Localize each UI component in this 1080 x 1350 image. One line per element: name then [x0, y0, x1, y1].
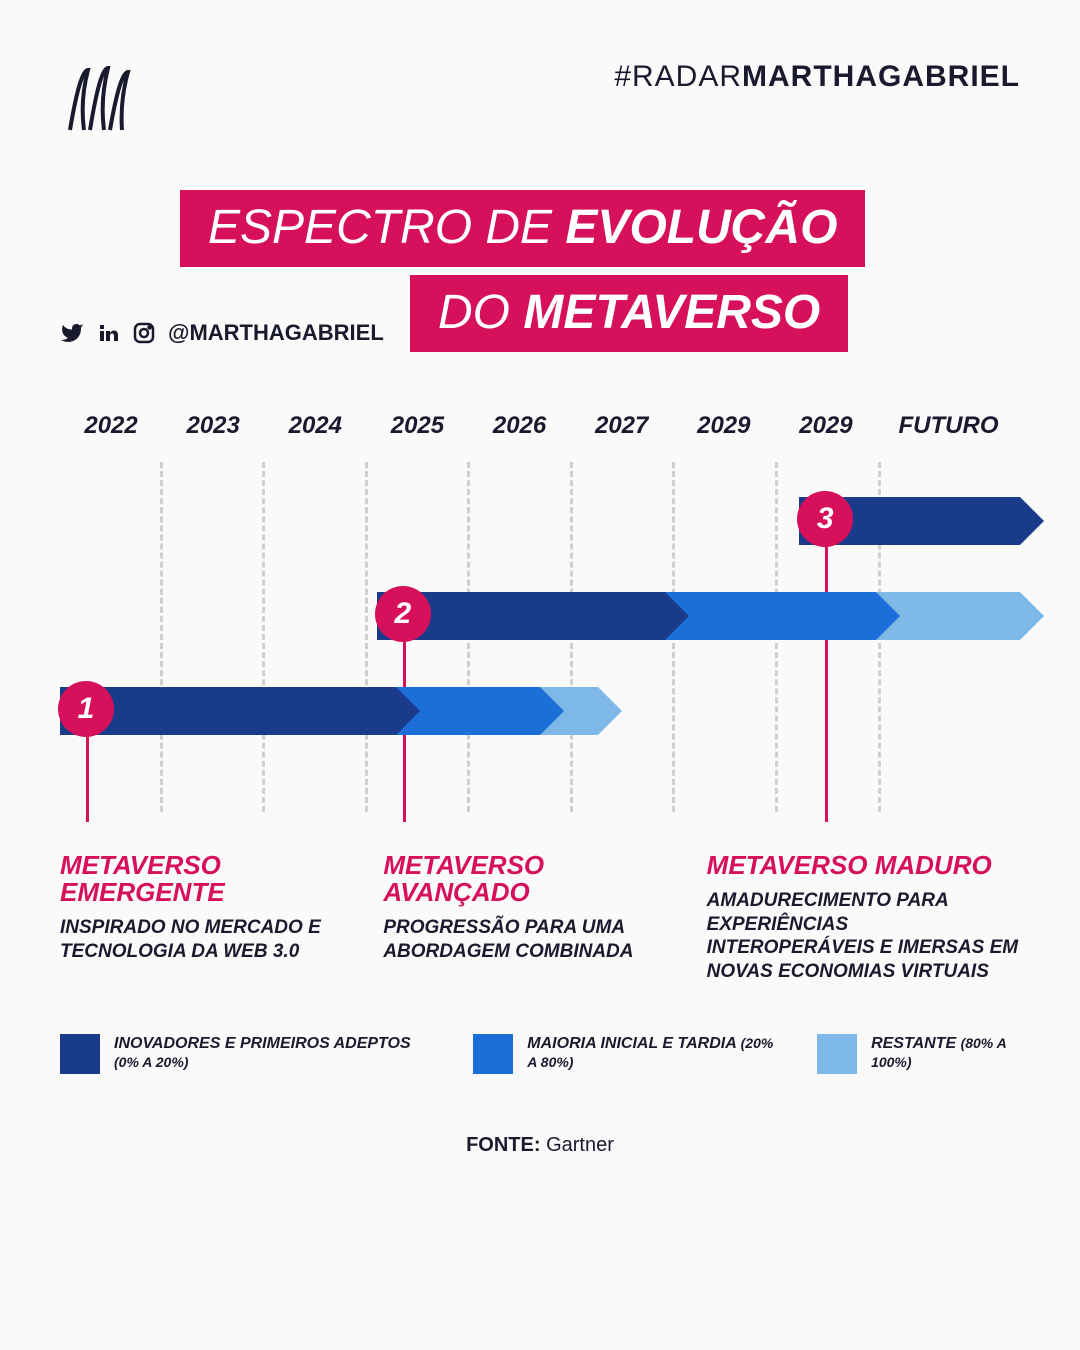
year-label: FUTURO: [877, 412, 1020, 440]
hashtag-bold: MARTHAGABRIEL: [742, 60, 1020, 93]
stage-desc: INSPIRADO NO MERCADO E TECNOLOGIA DA WEB…: [60, 916, 373, 964]
legend-text: MAIORIA INICIAL E TARDIA (20% A 80%): [527, 1034, 777, 1072]
year-label: 2025: [366, 412, 468, 440]
title-bold-1: EVOLUÇÃO: [565, 201, 837, 254]
stage-title: METAVERSO MADURO: [707, 852, 1020, 879]
year-label: 2022: [60, 412, 162, 440]
legend-text: INOVADORES E PRIMEIROS ADEPTOS (0% A 20%…: [114, 1034, 433, 1072]
bar-segment: [876, 592, 1020, 640]
phase-badge-3: 3: [797, 491, 853, 547]
linkedin-icon: [96, 321, 120, 345]
year-label: 2024: [264, 412, 366, 440]
connector-line: [86, 731, 89, 822]
stage-labels: METAVERSO EMERGENTE INSPIRADO NO MERCADO …: [60, 852, 1020, 984]
title-block: @MARTHAGABRIEL ESPECTRO DE EVOLUÇÃO DO M…: [60, 190, 1020, 352]
year-axis: 20222023202420252026202720292029FUTURO: [60, 412, 1020, 452]
year-label: 2029: [775, 412, 877, 440]
stage-title: METAVERSO EMERGENTE: [60, 852, 373, 907]
source-value: Gartner: [546, 1134, 614, 1156]
instagram-icon: [132, 321, 156, 345]
year-label: 2027: [571, 412, 673, 440]
title-row-2: DO METAVERSO: [410, 275, 848, 352]
social-row: @MARTHAGABRIEL: [60, 320, 384, 346]
gridline: [262, 462, 365, 812]
hashtag-light: #RADAR: [614, 60, 742, 93]
legend-swatch: [473, 1034, 513, 1074]
connector-line: [825, 541, 828, 822]
legend-item-3: RESTANTE (80% A 100%): [817, 1034, 1020, 1074]
twitter-icon: [60, 321, 84, 345]
header: #RADARMARTHAGABRIEL: [60, 60, 1020, 140]
gridline: [60, 462, 160, 812]
phase-bar-2: [377, 592, 1020, 640]
stage-1: METAVERSO EMERGENTE INSPIRADO NO MERCADO …: [60, 852, 373, 984]
legend-item-1: INOVADORES E PRIMEIROS ADEPTOS (0% A 20%…: [60, 1034, 433, 1074]
phase-badge-2: 2: [375, 586, 431, 642]
hashtag: #RADARMARTHAGABRIEL: [614, 60, 1020, 94]
legend: INOVADORES E PRIMEIROS ADEPTOS (0% A 20%…: [60, 1034, 1020, 1074]
legend-item-2: MAIORIA INICIAL E TARDIA (20% A 80%): [473, 1034, 777, 1074]
social-handle: @MARTHAGABRIEL: [168, 320, 384, 346]
phase-badge-1: 1: [58, 681, 114, 737]
stage-2: METAVERSO AVANÇADO PROGRESSÃO PARA UMA AB…: [383, 852, 696, 984]
source-label: FONTE:: [466, 1134, 540, 1156]
stage-3: METAVERSO MADURO AMADURECIMENTO PARA EXPE…: [707, 852, 1020, 984]
stage-title: METAVERSO AVANÇADO: [383, 852, 696, 907]
source: FONTE: Gartner: [60, 1134, 1020, 1157]
legend-swatch: [817, 1034, 857, 1074]
stage-desc: AMADURECIMENTO PARA EXPERIÊNCIAS INTEROP…: [707, 889, 1020, 984]
bar-segment: [540, 687, 598, 735]
title-row-1: ESPECTRO DE EVOLUÇÃO: [180, 190, 865, 267]
legend-swatch: [60, 1034, 100, 1074]
bar-segment: [396, 687, 540, 735]
title-bold-2: METAVERSO: [523, 286, 820, 339]
timeline-chart: 20222023202420252026202720292029FUTURO 3…: [60, 412, 1020, 842]
year-label: 2026: [469, 412, 571, 440]
year-label: 2023: [162, 412, 264, 440]
title-thin-1: ESPECTRO DE: [208, 201, 552, 254]
legend-text: RESTANTE (80% A 100%): [871, 1034, 1020, 1072]
gridline: [160, 462, 263, 812]
phase-bar-1: [60, 687, 598, 735]
bar-segment: [665, 592, 876, 640]
logo-icon: [60, 60, 140, 140]
stage-desc: PROGRESSÃO PARA UMA ABORDAGEM COMBINADA: [383, 916, 696, 964]
year-label: 2029: [673, 412, 775, 440]
title-thin-2: DO: [438, 286, 510, 339]
